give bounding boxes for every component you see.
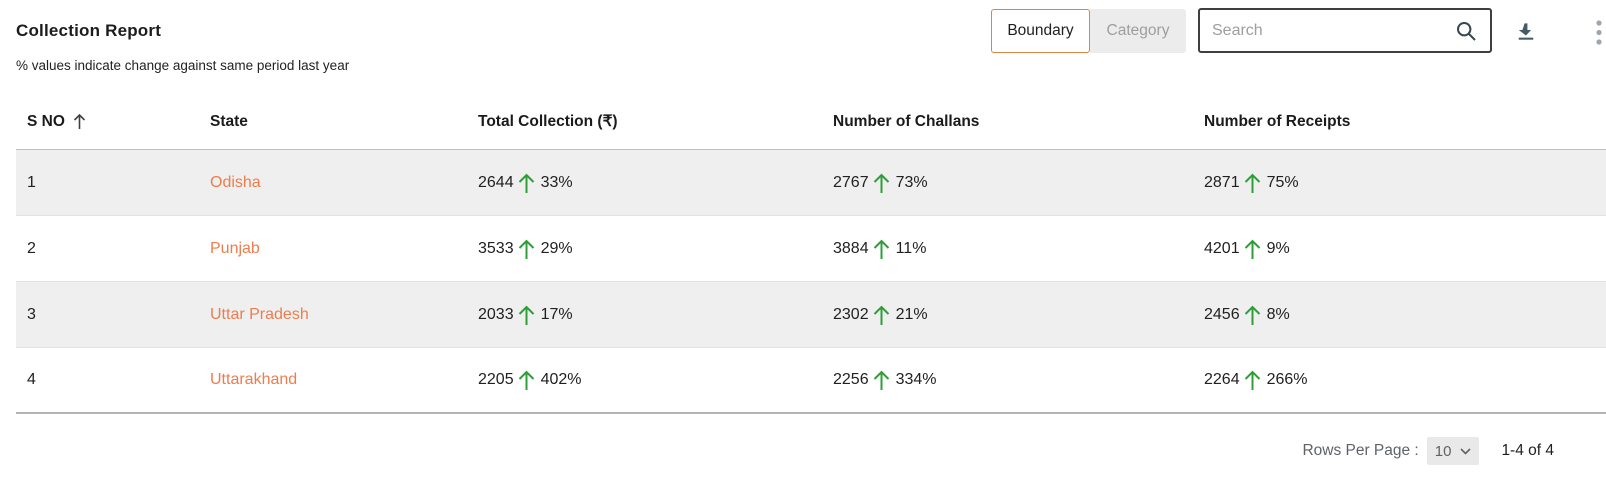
- download-icon[interactable]: [1513, 19, 1539, 45]
- column-header-total-collection[interactable]: Total Collection (₹): [478, 113, 618, 130]
- search-input[interactable]: [1212, 21, 1454, 40]
- cell-state: Punjab: [210, 240, 478, 258]
- kebab-menu-icon[interactable]: [1592, 17, 1606, 49]
- cell-challans: 3884 11%: [833, 238, 1204, 260]
- metric-value: 2871: [1204, 173, 1240, 191]
- trend-up-arrow-icon: [1244, 239, 1260, 259]
- metric-value: 2302: [833, 305, 869, 323]
- metric-change: 9%: [1266, 239, 1290, 257]
- sort-ascending-arrow-icon: [72, 113, 87, 130]
- state-link[interactable]: Uttarakhand: [210, 371, 298, 388]
- rows-per-page-value: 10: [1434, 442, 1452, 460]
- column-header-challans[interactable]: Number of Challans: [833, 112, 980, 130]
- trend-up-arrow-icon: [1244, 305, 1260, 325]
- column-header-label: S NO: [27, 112, 65, 130]
- table-row: 3 Uttar Pradesh 2033 17% 2302 21%: [16, 282, 1606, 348]
- cell-total-collection: 2033 17%: [478, 304, 833, 326]
- trend-up-arrow-icon: [518, 173, 534, 193]
- toggle-boundary-button[interactable]: Boundary: [991, 9, 1090, 53]
- metric-change: 8%: [1266, 305, 1290, 323]
- search-box[interactable]: [1198, 8, 1492, 53]
- rows-per-page-label: Rows Per Page :: [1302, 442, 1419, 459]
- page-range-label: 1-4 of 4: [1501, 442, 1554, 459]
- cell-challans: 2256 334%: [833, 369, 1204, 391]
- cell-receipts: 2264 266%: [1204, 369, 1606, 391]
- state-link[interactable]: Punjab: [210, 239, 260, 257]
- metric-change: 266%: [1266, 371, 1308, 388]
- trend-up-arrow-icon: [518, 370, 534, 390]
- cell-total-collection: 3533 29%: [478, 238, 833, 260]
- trend-up-arrow-icon: [518, 305, 534, 325]
- metric-change: 21%: [895, 305, 928, 323]
- metric-value: 2264: [1204, 371, 1240, 388]
- metric-value: 2256: [833, 371, 869, 388]
- cell-state: Uttar Pradesh: [210, 306, 478, 324]
- metric-change: 17%: [540, 305, 573, 323]
- metric-change: 73%: [895, 173, 928, 191]
- metric-value: 2644: [478, 173, 514, 191]
- table-row: 1 Odisha 2644 33% 2767 73%: [16, 150, 1606, 216]
- cell-total-collection: 2205 402%: [478, 369, 833, 391]
- toggle-category-button[interactable]: Category: [1090, 9, 1186, 53]
- metric-value: 2456: [1204, 305, 1240, 323]
- metric-value: 2033: [478, 305, 514, 323]
- cell-total-collection: 2644 33%: [478, 172, 833, 194]
- trend-up-arrow-icon: [873, 305, 889, 325]
- page-title: Collection Report: [16, 21, 162, 40]
- metric-value: 2205: [478, 371, 514, 388]
- metric-value: 4201: [1204, 239, 1240, 257]
- metric-change: 75%: [1266, 173, 1299, 191]
- trend-up-arrow-icon: [1244, 173, 1260, 193]
- pagination-bar: Rows Per Page : 10 1-4 of 4: [1302, 436, 1554, 466]
- cell-challans: 2302 21%: [833, 304, 1204, 326]
- metric-change: 402%: [540, 371, 582, 388]
- page-subtitle: % values indicate change against same pe…: [16, 58, 350, 73]
- metric-change: 29%: [540, 239, 573, 257]
- trend-up-arrow-icon: [873, 239, 889, 259]
- state-link[interactable]: Uttar Pradesh: [210, 305, 309, 323]
- cell-state: Uttarakhand: [210, 371, 478, 389]
- cell-s-no: 3: [27, 305, 36, 323]
- collection-table: S NO State Total Collection (₹) Number o…: [16, 94, 1606, 414]
- search-icon[interactable]: [1454, 19, 1478, 43]
- cell-receipts: 2456 8%: [1204, 304, 1606, 326]
- trend-up-arrow-icon: [518, 239, 534, 259]
- column-header-s-no[interactable]: S NO: [27, 113, 210, 131]
- cell-challans: 2767 73%: [833, 172, 1204, 194]
- cell-s-no: 2: [27, 239, 36, 257]
- cell-state: Odisha: [210, 174, 478, 192]
- cell-receipts: 4201 9%: [1204, 238, 1606, 260]
- metric-value: 2767: [833, 173, 869, 191]
- cell-receipts: 2871 75%: [1204, 172, 1606, 194]
- boundary-category-toggle: Boundary Category: [991, 9, 1186, 53]
- trend-up-arrow-icon: [873, 370, 889, 390]
- cell-s-no: 4: [27, 371, 36, 388]
- metric-value: 3533: [478, 239, 514, 257]
- rows-per-page-select[interactable]: 10: [1426, 437, 1480, 465]
- table-header-row: S NO State Total Collection (₹) Number o…: [16, 94, 1606, 150]
- metric-change: 11%: [895, 239, 927, 257]
- metric-change: 33%: [540, 173, 573, 191]
- chevron-down-icon: [1460, 447, 1472, 455]
- cell-s-no: 1: [27, 173, 36, 191]
- table-body: 1 Odisha 2644 33% 2767 73%: [16, 150, 1606, 414]
- trend-up-arrow-icon: [1244, 370, 1260, 390]
- trend-up-arrow-icon: [873, 173, 889, 193]
- state-link[interactable]: Odisha: [210, 173, 261, 191]
- report-header: Collection Report % values indicate chan…: [16, 21, 349, 73]
- table-row: 4 Uttarakhand 2205 402% 2256 334%: [16, 348, 1606, 414]
- metric-change: 334%: [895, 371, 937, 388]
- column-header-receipts[interactable]: Number of Receipts: [1204, 112, 1351, 130]
- metric-value: 3884: [833, 239, 869, 257]
- column-header-state[interactable]: State: [210, 112, 248, 130]
- table-row: 2 Punjab 3533 29% 3884 11%: [16, 216, 1606, 282]
